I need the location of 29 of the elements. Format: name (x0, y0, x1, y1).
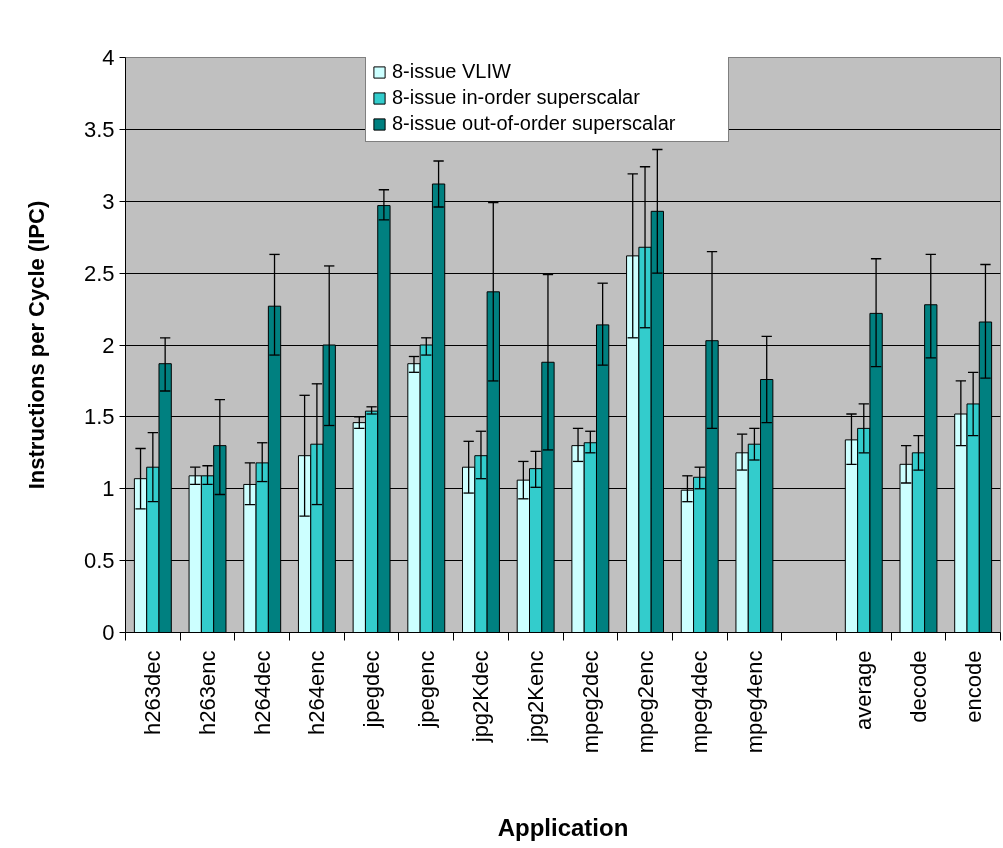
y-tick-label: 1.5 (83, 404, 115, 430)
legend-label: 8-issue VLIW (392, 60, 512, 83)
y-tick-label: 2 (102, 332, 115, 358)
y-tick-label: 3 (102, 188, 115, 214)
x-tick-label: jpg2Kdec (468, 650, 494, 744)
x-tick-label: mpeg2enc (632, 650, 658, 754)
x-tick-label: encode (960, 650, 986, 723)
legend-label: 8-issue in-order superscalar (392, 86, 641, 109)
y-tick-label: 1 (102, 476, 115, 502)
y-tick-label: 0.5 (83, 548, 115, 574)
legend-label: 8-issue out-of-order superscalar (392, 112, 677, 135)
y-tick-label: 3.5 (83, 116, 115, 142)
x-tick-label: jpegenc (413, 650, 439, 729)
y-tick-label: 4 (102, 45, 115, 70)
x-tick-label: jpg2Kenc (523, 650, 549, 744)
y-axis-title: Instructions per Cycle (IPC) (23, 200, 49, 490)
x-tick-label: h263enc (195, 650, 221, 735)
x-tick-label: h264enc (304, 650, 330, 735)
x-tick-label: average (851, 650, 877, 730)
x-tick-label: mpeg4dec (687, 650, 713, 754)
x-tick-label: jpegdec (359, 650, 385, 729)
x-tick-label: h264dec (249, 650, 275, 735)
x-tick-label: decode (905, 650, 931, 723)
y-tick-label: 2.5 (83, 260, 115, 286)
x-tick-label: mpeg2dec (577, 650, 603, 754)
y-tick-label: 0 (102, 620, 115, 645)
x-tick-label: mpeg4enc (741, 650, 767, 754)
x-tick-label: h263dec (140, 650, 166, 735)
x-axis-title: Application (497, 814, 629, 842)
